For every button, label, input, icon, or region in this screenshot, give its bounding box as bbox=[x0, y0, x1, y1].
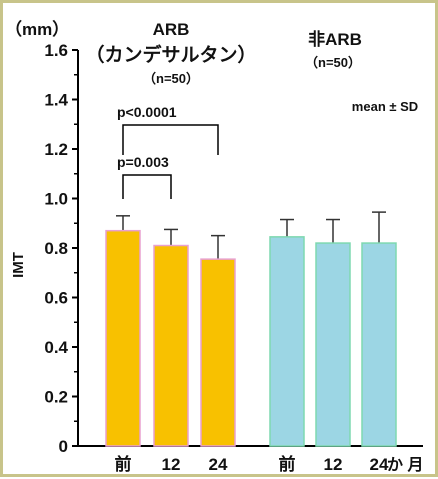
y-tick-label: 0.8 bbox=[44, 239, 68, 258]
bar bbox=[153, 244, 189, 447]
y-unit-label: （mm） bbox=[5, 19, 69, 39]
y-tick-label: 1.0 bbox=[44, 190, 68, 209]
x-tick-label: 前 bbox=[279, 454, 296, 474]
x-tick-label: 前 bbox=[115, 454, 132, 474]
y-tick-label: 1.4 bbox=[44, 91, 68, 110]
legend-note: mean ± SD bbox=[352, 99, 418, 114]
significance-bracket bbox=[122, 174, 172, 199]
bar bbox=[105, 229, 141, 447]
y-tick-label: 1.6 bbox=[44, 41, 68, 60]
group-n-non-arb: （n=50） bbox=[305, 55, 361, 70]
y-tick-label: 0 bbox=[59, 437, 68, 456]
group-title-non-arb: 非ARB bbox=[308, 29, 362, 49]
x-tick-label: 24 bbox=[370, 455, 389, 474]
x-tick-label: 12 bbox=[324, 455, 343, 474]
y-axis-label: IMT bbox=[10, 252, 27, 278]
chart-axes: 0 0.2 0.4 0.6 0.8 1.0 1.2 1.4 1.6 bbox=[44, 41, 423, 456]
significance-bracket bbox=[122, 124, 219, 155]
bar bbox=[200, 258, 236, 447]
group-n-arb: （n=50） bbox=[143, 71, 199, 86]
y-tick-label: 1.2 bbox=[44, 140, 68, 159]
chart-annotations: p=0.003 p<0.0001 bbox=[117, 104, 219, 199]
bar bbox=[361, 242, 397, 447]
chart-bars: 前 12 24 前 12 24 bbox=[105, 211, 397, 474]
y-tick-label: 0.2 bbox=[44, 388, 68, 407]
group-subtitle-arb: （カンデサルタン） bbox=[85, 43, 256, 66]
group-title-arb: ARB bbox=[153, 20, 190, 39]
imt-bar-chart: （mm） IMT ARB （カンデサルタン） （n=50） 非ARB （n=50… bbox=[5, 19, 423, 474]
x-tick-label: 24 bbox=[209, 455, 228, 474]
p-value-label: p<0.0001 bbox=[117, 104, 177, 120]
p-value-label: p=0.003 bbox=[117, 154, 169, 170]
x-unit-suffix: か 月 bbox=[387, 456, 423, 474]
y-tick-label: 0.4 bbox=[44, 338, 68, 357]
bar bbox=[315, 242, 351, 447]
y-tick-label: 0.6 bbox=[44, 289, 68, 308]
bar bbox=[269, 236, 305, 447]
x-tick-label: 12 bbox=[162, 455, 181, 474]
